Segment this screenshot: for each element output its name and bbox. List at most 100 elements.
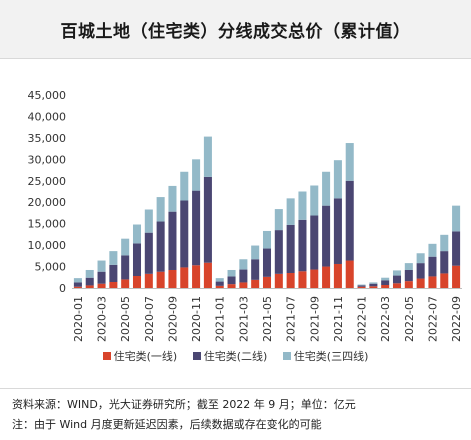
bar-segment — [192, 159, 201, 191]
bar-segment — [357, 284, 366, 286]
bar-segment — [156, 271, 165, 288]
x-tick-label: 2022-07 — [426, 296, 439, 342]
bar-segment — [227, 276, 236, 285]
bar-segment — [180, 200, 189, 268]
bar-segment — [392, 275, 402, 284]
bar-segment — [452, 231, 461, 266]
y-tick-label: 40,000 — [28, 110, 67, 123]
bar-segment — [168, 185, 177, 212]
bar-segment — [333, 198, 342, 264]
x-tick-label: 2020-09 — [166, 296, 179, 342]
bar-segment — [215, 278, 224, 282]
stacked-bar-chart: 0 5,000 10,000 15,000 20,000 25,000 30,000 35,0… — [28, 89, 464, 342]
x-tick-label: 2020-05 — [119, 296, 132, 342]
bar-segment — [404, 263, 413, 270]
bar-segment — [203, 262, 212, 288]
y-tick-label: 25,000 — [28, 175, 67, 188]
bar-segment — [203, 136, 212, 177]
bar-segment — [322, 205, 331, 267]
x-tick-label: 2020-11 — [190, 296, 203, 342]
bar-segment — [227, 269, 236, 277]
bar-segment — [251, 279, 260, 288]
bar-segment — [85, 285, 94, 288]
bar-segment — [286, 198, 295, 225]
x-tick-label: 2022-09 — [450, 296, 463, 342]
bar-segment — [392, 283, 402, 288]
bar-segment — [322, 266, 331, 288]
bar-segment — [392, 270, 402, 276]
x-tick-label: 2021-07 — [285, 296, 298, 342]
legend-item-tier1: 住宅类(一线) — [102, 348, 177, 364]
x-tick-label: 2020-07 — [143, 296, 156, 342]
bar-segment — [262, 230, 272, 249]
bar-segment — [428, 243, 437, 257]
bar-segment — [121, 279, 130, 288]
bar-segment — [357, 286, 366, 288]
x-tick-label: 2022-01 — [356, 296, 369, 342]
bar-segment — [85, 277, 94, 286]
bar-segment — [97, 283, 106, 288]
bar-segment — [156, 197, 165, 222]
x-tick-label: 2021-05 — [261, 296, 274, 342]
bar-segment — [156, 221, 165, 272]
x-tick-label: 2021-01 — [214, 296, 227, 342]
bar-segment — [121, 238, 130, 256]
y-tick-label: 30,000 — [28, 153, 67, 166]
bar-segment — [345, 143, 354, 181]
bar-segment — [251, 259, 260, 280]
y-tick-label: 20,000 — [28, 196, 67, 209]
legend-label-tier2: 住宅类(二线) — [203, 350, 268, 363]
bar-segment — [274, 273, 283, 288]
bar-segment — [428, 276, 437, 288]
bar-segment — [333, 160, 342, 199]
bar-segment — [381, 277, 390, 281]
bar-segment — [180, 171, 189, 201]
bar-segment — [73, 286, 82, 288]
bar-segment — [404, 269, 413, 282]
bar-segment — [227, 284, 236, 288]
source-text: 资料来源：WIND，光大证券研究所；截至 2022 年 9 月；单位：亿元 — [12, 398, 356, 411]
x-tick-label: 2021-11 — [332, 296, 345, 342]
bar-segment — [310, 215, 319, 270]
legend: 住宅类(一线) 住宅类(二线) 住宅类(三四线) — [0, 348, 471, 364]
bar-segment — [381, 285, 390, 288]
bar-segment — [369, 286, 378, 288]
bar-segment — [168, 269, 177, 288]
bar-segment — [369, 282, 378, 284]
bar-segment — [132, 243, 142, 276]
bar-segment — [168, 211, 177, 270]
y-tick-label: 15,000 — [28, 218, 67, 231]
bar-segment — [144, 232, 153, 274]
x-tick-label: 2020-01 — [72, 296, 85, 342]
legend-swatch-tier1 — [102, 352, 111, 360]
bar-segment — [416, 263, 425, 279]
bar-segment — [109, 282, 118, 288]
bar-segment — [440, 234, 449, 252]
x-tick-label: 2021-09 — [308, 296, 321, 342]
y-tick-label: 35,000 — [28, 132, 67, 145]
bar-segment — [322, 171, 331, 206]
bar-segment — [192, 265, 201, 288]
bar-segment — [262, 248, 272, 277]
bar-segment — [121, 255, 130, 280]
bar-segment — [452, 205, 461, 232]
bar-segment — [440, 251, 449, 274]
chart-title: 百城土地（住宅类）分线成交总价（累计值） — [60, 22, 411, 42]
title-band: 百城土地（住宅类）分线成交总价（累计值） — [0, 0, 471, 59]
legend-label-tier3: 住宅类(三四线) — [293, 350, 369, 363]
bar-segment — [262, 276, 272, 288]
bar-segment — [286, 272, 295, 288]
bar-segment — [440, 273, 449, 288]
bar-segment — [333, 263, 342, 288]
bar-segment — [428, 256, 437, 277]
bar-segment — [416, 278, 425, 288]
bar-segment — [369, 283, 378, 287]
legend-item-tier3: 住宅类(三四线) — [282, 348, 369, 364]
bar-segment — [85, 269, 94, 278]
bar-segment — [215, 281, 224, 286]
bar-segment — [73, 278, 82, 283]
bar-segment — [381, 280, 390, 285]
bar-segment — [144, 273, 153, 288]
x-tick-label: 2022-05 — [403, 296, 416, 342]
bar-segment — [239, 269, 248, 283]
